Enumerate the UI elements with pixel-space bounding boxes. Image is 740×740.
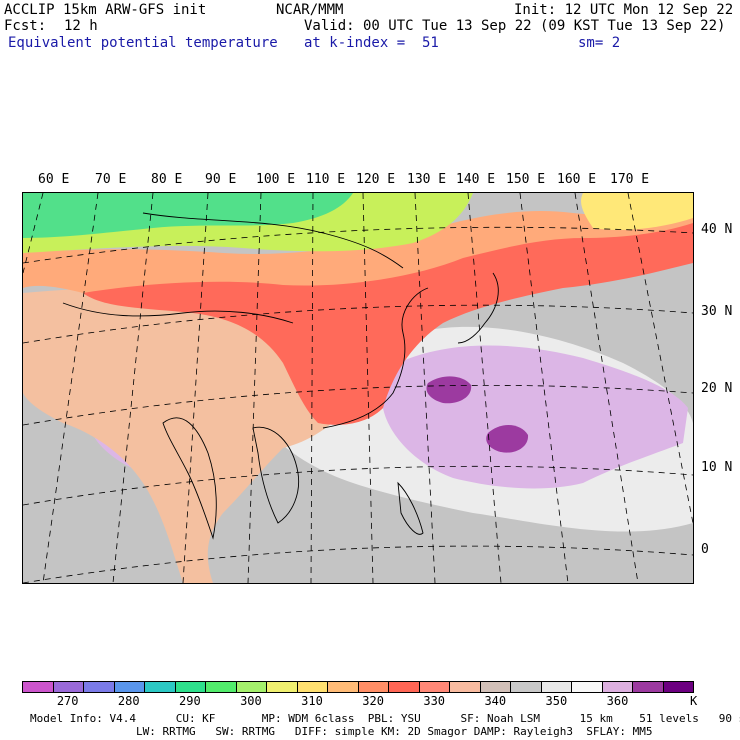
colorbar-swatch bbox=[602, 682, 633, 692]
graticule-line bbox=[23, 304, 693, 344]
colorbar-swatch bbox=[267, 682, 298, 692]
colorbar-swatch bbox=[236, 682, 267, 692]
colorbar-swatch bbox=[541, 682, 572, 692]
latitude-label: 0 bbox=[701, 542, 709, 557]
longitude-label: 70 E bbox=[95, 172, 127, 187]
colorbar-swatch bbox=[206, 682, 237, 692]
colorbar-swatch bbox=[419, 682, 450, 692]
colorbar-swatch bbox=[633, 682, 664, 692]
latitude-label: 10 N bbox=[701, 460, 733, 475]
init-time: Init: 12 UTC Mon 12 Sep 22 bbox=[514, 2, 734, 18]
colorbar-swatch bbox=[53, 682, 84, 692]
physics-info-line: LW: RRTMG SW: RRTMG DIFF: simple KM: 2D … bbox=[30, 725, 653, 738]
latitude-label: 30 N bbox=[701, 304, 733, 319]
longitude-label: 90 E bbox=[205, 172, 237, 187]
typhoon-maximum-1 bbox=[426, 376, 472, 404]
equivalent-potential-temperature-map bbox=[23, 193, 693, 583]
colorbar-swatch bbox=[145, 682, 176, 692]
northeast-yellow-region bbox=[581, 193, 693, 230]
model-info-line: Model Info: V4.4 CU: KF MP: WDM 6class P… bbox=[30, 712, 740, 725]
valid-time: Valid: 00 UTC Tue 13 Sep 22 (09 KST Tue … bbox=[304, 18, 726, 34]
typhoon-maximum-2 bbox=[486, 424, 529, 453]
longitude-label: 110 E bbox=[306, 172, 346, 187]
colorbar-unit: K bbox=[690, 694, 698, 708]
forecast-hour: 12 h bbox=[64, 18, 98, 34]
longitude-label: 100 E bbox=[256, 172, 296, 187]
colorbar-tick-label: 340 bbox=[484, 694, 507, 708]
colorbar-swatch bbox=[450, 682, 481, 692]
colorbar-swatch bbox=[663, 682, 693, 692]
colorbar-tick-label: 270 bbox=[56, 694, 79, 708]
colorbar-tick-label: 330 bbox=[423, 694, 446, 708]
colorbar-swatch bbox=[511, 682, 542, 692]
colorbar-swatch bbox=[23, 682, 54, 692]
colorbar-swatch bbox=[175, 682, 206, 692]
colorbar-tick-label: 350 bbox=[545, 694, 568, 708]
colorbar-swatch bbox=[328, 682, 359, 692]
colorbar-tick-label: 310 bbox=[301, 694, 323, 708]
colorbar-swatch bbox=[572, 682, 603, 692]
colorbar-tick-label: 290 bbox=[179, 694, 201, 708]
longitude-label: 130 E bbox=[407, 172, 447, 187]
warm-transition-band bbox=[23, 208, 693, 293]
colorbar-tick-label: 320 bbox=[362, 694, 384, 708]
colorbar-swatch bbox=[358, 682, 389, 692]
longitude-label: 140 E bbox=[456, 172, 496, 187]
longitude-label: 170 E bbox=[610, 172, 650, 187]
model-title: ACCLIP 15km ARW-GFS init bbox=[4, 2, 207, 18]
graticule-line bbox=[23, 465, 693, 506]
level-index: at k-index = 51 bbox=[304, 35, 439, 51]
colorbar-swatch bbox=[84, 682, 115, 692]
cold-green-region bbox=[23, 193, 353, 238]
map-panel bbox=[22, 192, 694, 584]
smoothing-label: sm= 2 bbox=[578, 35, 621, 51]
field-name: Equivalent potential temperature bbox=[8, 35, 278, 51]
longitude-label: 150 E bbox=[506, 172, 546, 187]
colorbar-tick-label: 280 bbox=[117, 694, 140, 708]
longitude-label: 80 E bbox=[151, 172, 183, 187]
longitude-label: 160 E bbox=[557, 172, 597, 187]
colorbar-swatch bbox=[389, 682, 420, 692]
graticule-lines bbox=[23, 193, 693, 583]
colorbar bbox=[22, 681, 694, 693]
graticule-line bbox=[23, 384, 693, 426]
longitude-label: 60 E bbox=[38, 172, 70, 187]
colorbar-tick-label: 300 bbox=[240, 694, 262, 708]
colorbar-swatch bbox=[480, 682, 511, 692]
colorbar-tick-label: 360 bbox=[606, 694, 629, 708]
colorbar-swatch bbox=[114, 682, 145, 692]
colorbar-swatch bbox=[297, 682, 328, 692]
china-high-theta-band bbox=[83, 218, 693, 425]
forecast-label: Fcst: bbox=[4, 18, 47, 34]
graticule-line bbox=[627, 193, 693, 524]
organization-label: NCAR/MMM bbox=[276, 2, 344, 18]
graticule-line bbox=[23, 193, 44, 274]
longitude-label: 120 E bbox=[356, 172, 396, 187]
latitude-label: 40 N bbox=[701, 222, 733, 237]
asia-land-tan bbox=[23, 287, 358, 583]
graticule-line bbox=[23, 226, 693, 264]
coastlines bbox=[62, 212, 499, 540]
graticule-line bbox=[23, 545, 693, 583]
latitude-label: 20 N bbox=[701, 381, 733, 396]
